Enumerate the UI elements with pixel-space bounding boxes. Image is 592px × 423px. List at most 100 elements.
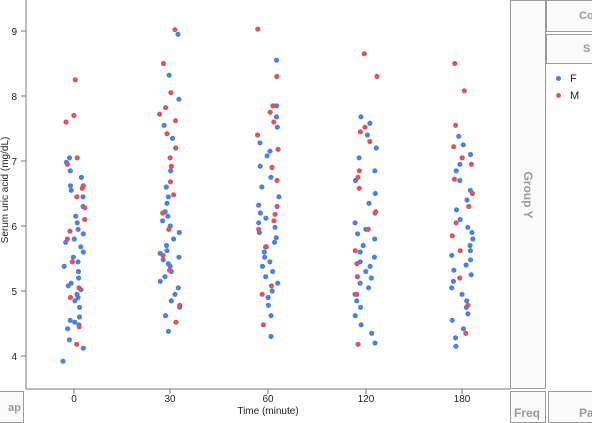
data-point-m[interactable] [356,168,362,174]
data-point-f[interactable] [67,317,73,323]
data-point-f[interactable] [164,248,170,254]
data-point-f[interactable] [366,285,372,291]
data-point-f[interactable] [468,257,474,263]
data-point-m[interactable] [166,226,172,232]
data-point-f[interactable] [263,215,269,221]
data-point-f[interactable] [166,72,172,78]
data-point-f[interactable] [451,267,457,273]
data-point-f[interactable] [72,319,78,325]
data-point-f[interactable] [76,314,83,320]
data-point-f[interactable] [175,31,181,37]
data-point-f[interactable] [257,163,263,169]
data-point-m[interactable] [449,233,455,239]
data-point-f[interactable] [463,262,469,268]
data-point-f[interactable] [460,326,466,332]
data-point-f[interactable] [364,132,370,138]
data-point-m[interactable] [275,146,281,152]
data-point-f[interactable] [367,120,373,126]
data-point-f[interactable] [469,229,475,236]
data-point-f[interactable] [162,313,169,319]
data-point-f[interactable] [256,220,262,226]
data-point-m[interactable] [463,330,469,336]
data-point-m[interactable] [173,145,179,151]
data-point-m[interactable] [82,216,88,223]
data-point-f[interactable] [169,135,176,141]
data-point-f[interactable] [352,313,358,319]
data-point-m[interactable] [76,324,82,330]
data-point-f[interactable] [172,291,178,297]
data-point-f[interactable] [449,285,455,291]
data-point-m[interactable] [160,60,167,67]
data-point-f[interactable] [66,155,73,161]
data-point-f[interactable] [372,190,378,197]
data-point-f[interactable] [165,213,171,219]
data-point-f[interactable] [460,142,466,148]
data-point-f[interactable] [371,254,377,260]
data-point-m[interactable] [274,177,280,184]
data-point-f[interactable] [470,236,476,242]
data-point-f[interactable] [168,298,174,304]
data-point-f[interactable] [271,239,278,245]
data-point-m[interactable] [64,236,70,242]
data-point-m[interactable] [271,218,277,224]
data-point-f[interactable] [67,183,73,189]
data-point-f[interactable] [80,345,86,351]
data-point-m[interactable] [274,203,280,210]
data-point-f[interactable] [264,153,270,159]
data-point-m[interactable] [361,51,367,57]
data-point-f[interactable] [162,274,168,280]
data-point-f[interactable] [165,194,171,200]
data-point-f[interactable] [269,288,275,294]
data-point-m[interactable] [164,131,170,137]
data-point-f[interactable] [358,322,364,328]
data-point-m[interactable] [272,211,278,217]
data-point-f[interactable] [261,249,267,255]
data-point-f[interactable] [275,280,281,286]
data-point-f[interactable] [78,244,84,250]
data-point-f[interactable] [357,280,363,286]
data-point-m[interactable] [451,176,457,182]
data-point-m[interactable] [74,155,80,161]
data-point-m[interactable] [256,226,262,232]
data-point-m[interactable] [354,261,360,267]
data-point-f[interactable] [356,155,362,161]
data-point-f[interactable] [74,220,80,226]
data-point-f[interactable] [164,242,170,249]
data-point-f[interactable] [368,275,374,281]
freq-zone[interactable]: Freq [510,391,546,423]
data-point-f[interactable] [272,224,278,230]
data-point-f[interactable] [450,278,456,284]
data-point-f[interactable] [75,259,81,265]
data-point-f[interactable] [465,311,471,317]
data-point-m[interactable] [267,109,273,115]
data-point-m[interactable] [365,226,371,232]
data-point-f[interactable] [168,168,174,174]
data-point-m[interactable] [74,341,80,347]
data-point-m[interactable] [173,319,179,325]
data-point-m[interactable] [67,228,73,234]
data-point-f[interactable] [72,298,78,304]
data-point-m[interactable] [160,252,166,258]
data-point-m[interactable] [167,155,173,161]
data-point-m[interactable] [171,192,177,198]
data-point-f[interactable] [273,114,280,120]
data-point-f[interactable] [259,184,265,190]
data-point-m[interactable] [453,220,459,226]
data-point-f[interactable] [66,337,72,343]
data-point-m[interactable] [270,103,276,109]
data-point-f[interactable] [80,249,86,255]
data-point-f[interactable] [366,200,372,206]
map-shape-zone[interactable]: ap [0,391,24,423]
data-point-f[interactable] [449,252,455,258]
data-point-f[interactable] [268,313,274,319]
data-point-f[interactable] [78,174,84,180]
data-point-f[interactable] [68,187,74,193]
data-point-f[interactable] [274,124,280,130]
data-point-f[interactable] [164,200,170,206]
data-point-f[interactable] [80,194,86,200]
data-point-f[interactable] [273,57,280,63]
data-point-f[interactable] [457,161,463,167]
data-point-f[interactable] [175,285,181,291]
wrap-zone-top[interactable]: S [546,34,592,64]
data-point-f[interactable] [65,326,71,332]
